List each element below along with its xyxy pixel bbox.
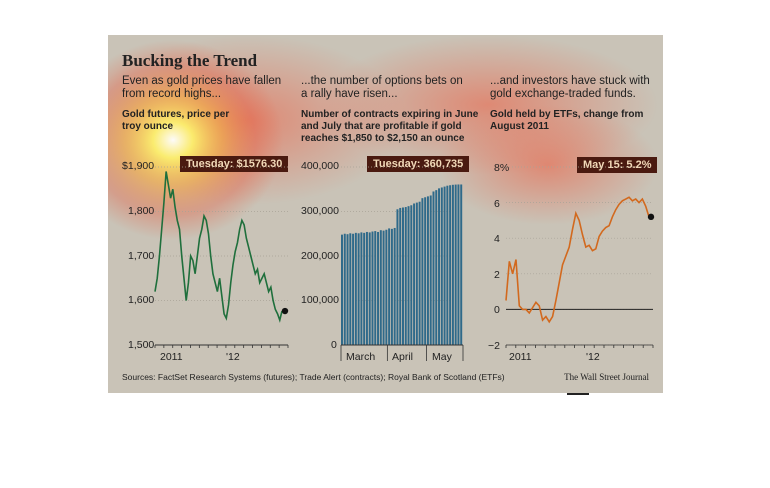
options-xtick-march: March [346, 351, 376, 363]
etf-xtick-12: '12 [586, 351, 600, 363]
options-bar [446, 185, 449, 345]
infographic-panel: Bucking the Trend Even as gold prices ha… [108, 35, 663, 393]
options-bar [404, 207, 407, 345]
etf-holdings-plot [505, 166, 655, 348]
etf-endpoint-marker [647, 213, 655, 221]
etf-ytick-8: 8% [494, 162, 510, 174]
gold-ytick-1800: 1,800 [128, 205, 155, 217]
options-bar [341, 234, 343, 345]
gold-ytick-1600: 1,600 [128, 294, 155, 306]
options-bar [393, 227, 396, 345]
options-bar [360, 232, 363, 345]
options-bar [354, 232, 357, 345]
options-bar [352, 233, 355, 345]
gold-ytick-1900: $1,900 [122, 160, 155, 172]
options-xtick-may: May [432, 351, 452, 363]
options-bar [429, 195, 432, 345]
options-bar [396, 209, 399, 345]
options-bar [440, 187, 443, 345]
options-bar [374, 231, 377, 345]
gold-callout: Tuesday: $1576.30 [180, 156, 289, 172]
gold-price-line [154, 171, 283, 323]
options-ytick-300000: 300,000 [301, 205, 339, 217]
options-xtick-april: April [392, 351, 414, 363]
options-bar [421, 198, 424, 345]
options-bar [435, 190, 438, 345]
wsj-credit: The Wall Street Journal [564, 372, 649, 382]
options-bar [349, 233, 352, 345]
options-ytick-0: 0 [331, 339, 337, 351]
options-bar [449, 185, 452, 345]
options-bar [424, 197, 427, 345]
options-bar-plot [340, 166, 464, 361]
options-bar [371, 231, 374, 345]
options-subtitle: Number of contracts expiring in June and… [301, 109, 479, 144]
options-bar [368, 232, 371, 345]
gold-subtitle: Gold futures, price per troy ounce [122, 109, 230, 132]
etf-holdings-line [505, 196, 650, 324]
options-bar [357, 233, 360, 345]
gold-ytick-1500: 1,500 [128, 339, 155, 351]
options-bar [377, 231, 380, 345]
options-bar [438, 188, 441, 345]
options-bar [343, 233, 346, 345]
etf-xtick-2011: 2011 [509, 351, 532, 363]
etf-ytick-2: 2 [494, 269, 500, 281]
options-bar [379, 230, 382, 345]
options-bar [410, 205, 413, 345]
options-bar [363, 232, 366, 345]
gold-endpoint-marker [281, 307, 289, 315]
options-bar [418, 201, 421, 345]
source-note: Sources: FactSet Research Systems (futur… [122, 372, 505, 382]
options-bar [443, 186, 446, 345]
options-bar [385, 229, 388, 345]
graphic-title: Bucking the Trend [122, 51, 258, 70]
options-bar [390, 228, 393, 345]
options-bar [460, 184, 463, 345]
options-bar [451, 184, 454, 345]
gold-xtick-2011: 2011 [160, 351, 183, 363]
options-bar [346, 234, 349, 345]
options-ytick-400000: 400,000 [301, 160, 339, 172]
options-bar [413, 203, 416, 345]
etf-ytick-0: 0 [494, 304, 500, 316]
options-bar [457, 184, 460, 345]
options-bar [432, 191, 435, 345]
options-ytick-100000: 100,000 [301, 294, 339, 306]
etf-callout: May 15: 5.2% [577, 157, 658, 173]
gold-dek: Even as gold prices have fallen from rec… [122, 75, 282, 100]
options-bar [454, 184, 457, 345]
etf-subtitle: Gold held by ETFs, change from August 20… [490, 109, 644, 132]
underline-mark [567, 393, 589, 395]
options-bar [365, 231, 368, 345]
options-bar [382, 230, 385, 345]
options-dek: ...the number of options bets on a rally… [301, 75, 463, 100]
options-ytick-200000: 200,000 [301, 250, 339, 262]
options-bar [415, 202, 418, 345]
etf-ytick-6: 6 [494, 198, 500, 210]
etf-ytick-neg2: −2 [488, 340, 500, 352]
options-bar [426, 196, 429, 345]
gold-xtick-12: '12 [226, 351, 240, 363]
options-bar [388, 228, 391, 345]
gold-price-plot [154, 166, 289, 348]
gold-ytick-1700: 1,700 [128, 250, 155, 262]
etf-dek: ...and investors have stuck with gold ex… [490, 75, 650, 100]
options-bar [402, 207, 404, 345]
options-bar [407, 206, 410, 345]
etf-ytick-4: 4 [494, 233, 500, 245]
options-bar [399, 207, 402, 345]
